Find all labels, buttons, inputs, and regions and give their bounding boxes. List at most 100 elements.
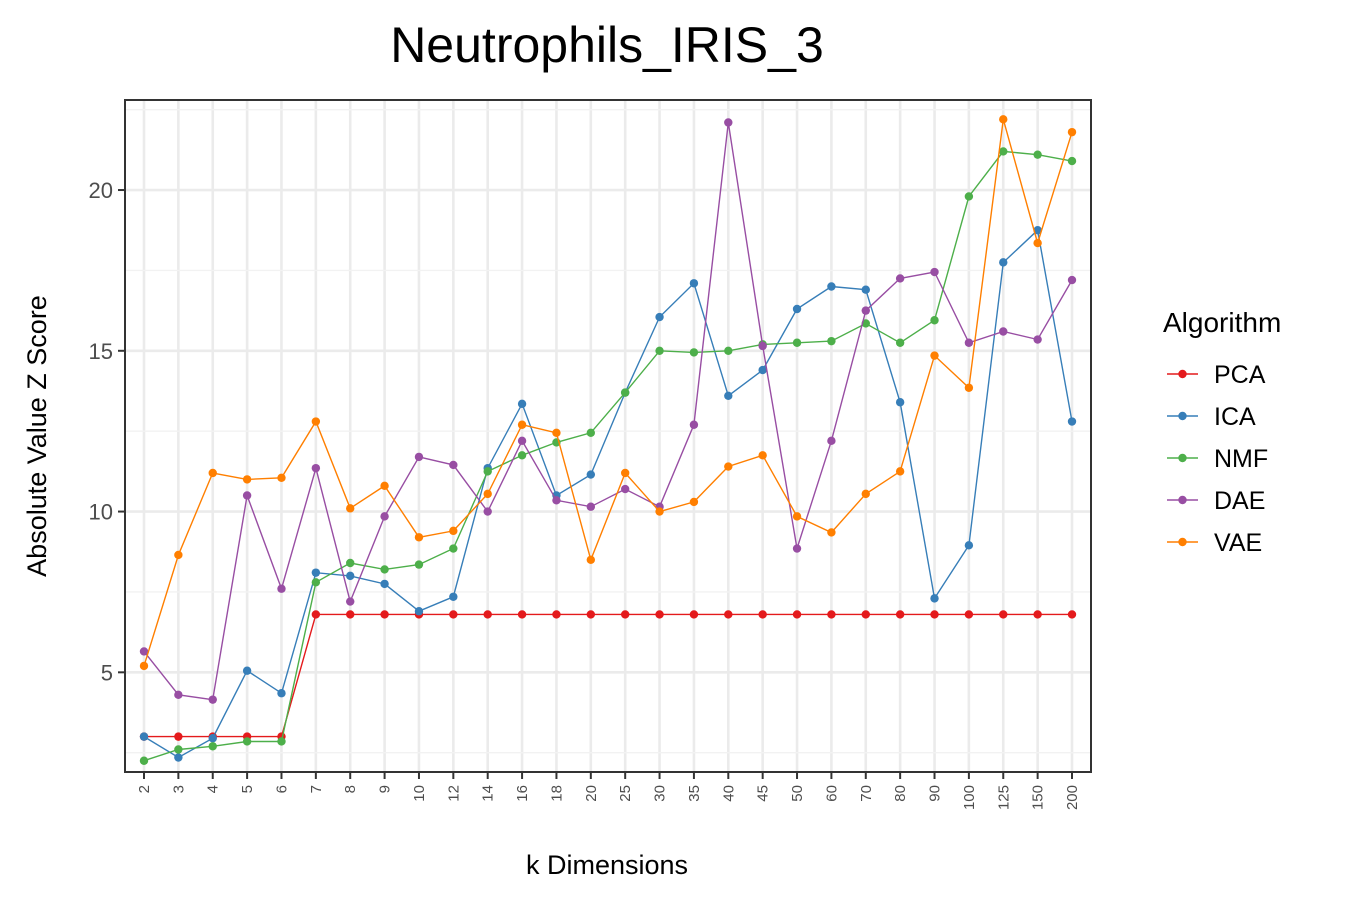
data-point-vae: [724, 462, 733, 471]
legend-label: DAE: [1214, 487, 1265, 515]
x-tick-label: 30: [652, 785, 669, 802]
x-tick-label: 3: [170, 785, 187, 793]
y-tick-label: 15: [89, 339, 113, 364]
data-point-nmf: [999, 147, 1008, 156]
series-line-ica: [143, 228, 1073, 759]
data-point-vae: [930, 351, 939, 360]
x-tick-label: 70: [858, 785, 875, 802]
x-tick-label: 5: [239, 785, 256, 793]
grid-lines: [125, 100, 1091, 772]
data-point-vae: [964, 383, 974, 392]
data-point-vae: [620, 468, 630, 478]
data-point-ica: [655, 312, 664, 322]
data-point-ica: [242, 666, 252, 675]
series-line-dae: [143, 122, 1073, 701]
legend-key-point: [1178, 411, 1187, 421]
data-point-dae: [827, 436, 836, 446]
data-point-nmf: [930, 316, 939, 325]
data-point-dae: [346, 597, 355, 606]
data-point-vae: [380, 481, 389, 491]
data-point-dae: [1067, 275, 1077, 285]
data-point-nmf: [655, 346, 664, 355]
data-point-vae: [414, 533, 424, 542]
chart-title: Neutrophils_IRIS_3: [390, 17, 824, 73]
series-vae: [139, 115, 1077, 671]
x-tick-label: 12: [445, 785, 462, 802]
legend-label: NMF: [1214, 445, 1268, 473]
data-point-ica: [724, 391, 733, 401]
data-point-ica: [1033, 226, 1042, 235]
data-point-dae: [930, 267, 939, 277]
data-point-pca: [552, 610, 561, 619]
series-nmf: [139, 147, 1077, 765]
series-line-vae: [143, 119, 1073, 667]
data-point-nmf: [517, 451, 527, 460]
data-point-ica: [1067, 417, 1077, 426]
data-point-pca: [483, 610, 492, 619]
data-point-ica: [517, 399, 527, 409]
data-point-pca: [517, 610, 527, 619]
legend-item-nmf: NMF: [1167, 445, 1268, 473]
data-point-dae: [689, 420, 699, 429]
x-tick-label: 4: [205, 785, 222, 793]
data-point-dae: [999, 327, 1008, 336]
x-tick-label: 2: [136, 785, 153, 793]
data-point-ica: [208, 734, 217, 743]
plot-panel-border: [124, 99, 1092, 773]
x-tick-label: 18: [548, 785, 565, 802]
data-point-dae: [139, 647, 149, 656]
data-point-pca: [758, 610, 767, 619]
data-point-vae: [999, 115, 1008, 124]
legend-title: Algorithm: [1163, 307, 1281, 338]
data-point-pca: [380, 610, 389, 619]
data-point-nmf: [586, 428, 596, 437]
data-point-ica: [414, 607, 424, 616]
data-point-dae: [861, 306, 870, 315]
data-point-dae: [174, 690, 183, 700]
legend-item-pca: PCA: [1167, 361, 1266, 389]
data-point-vae: [552, 428, 561, 437]
data-point-ica: [999, 258, 1008, 267]
x-tick-label: 35: [686, 785, 703, 802]
data-point-nmf: [208, 742, 217, 751]
legend-item-ica: ICA: [1167, 403, 1256, 431]
data-point-ica: [311, 568, 321, 577]
data-point-ica: [758, 365, 767, 375]
data-point-ica: [449, 592, 458, 601]
data-point-dae: [517, 436, 527, 446]
data-point-vae: [689, 497, 699, 507]
data-point-nmf: [139, 756, 149, 765]
data-point-pca: [895, 610, 905, 619]
data-point-nmf: [277, 737, 286, 746]
data-point-dae: [449, 460, 458, 470]
data-point-ica: [964, 541, 974, 550]
data-point-ica: [930, 594, 939, 603]
data-point-vae: [758, 451, 767, 460]
data-point-ica: [586, 470, 596, 479]
data-point-dae: [414, 452, 424, 462]
x-tick-label: 45: [755, 785, 772, 802]
data-point-vae: [208, 468, 217, 478]
data-point-nmf: [620, 388, 630, 397]
legend-label: VAE: [1214, 529, 1262, 557]
data-point-nmf: [1033, 150, 1042, 159]
data-point-vae: [346, 504, 355, 513]
data-point-pca: [1033, 610, 1042, 619]
x-tick-label: 40: [720, 785, 737, 802]
data-point-nmf: [174, 745, 183, 754]
data-point-vae: [277, 473, 286, 482]
legend-label: ICA: [1214, 403, 1256, 431]
data-point-pca: [449, 610, 458, 619]
data-point-vae: [174, 550, 183, 560]
x-tick-label: 16: [514, 785, 531, 802]
x-tick-label: 25: [617, 785, 634, 802]
x-axis-title: k Dimensions: [526, 850, 688, 880]
data-point-vae: [1033, 238, 1042, 248]
data-point-vae: [517, 420, 527, 429]
data-point-ica: [139, 732, 149, 741]
data-point-vae: [449, 526, 458, 536]
data-point-ica: [346, 571, 355, 581]
x-tick-label: 6: [273, 785, 290, 793]
x-tick-label: 125: [995, 785, 1012, 810]
data-point-dae: [724, 118, 733, 127]
